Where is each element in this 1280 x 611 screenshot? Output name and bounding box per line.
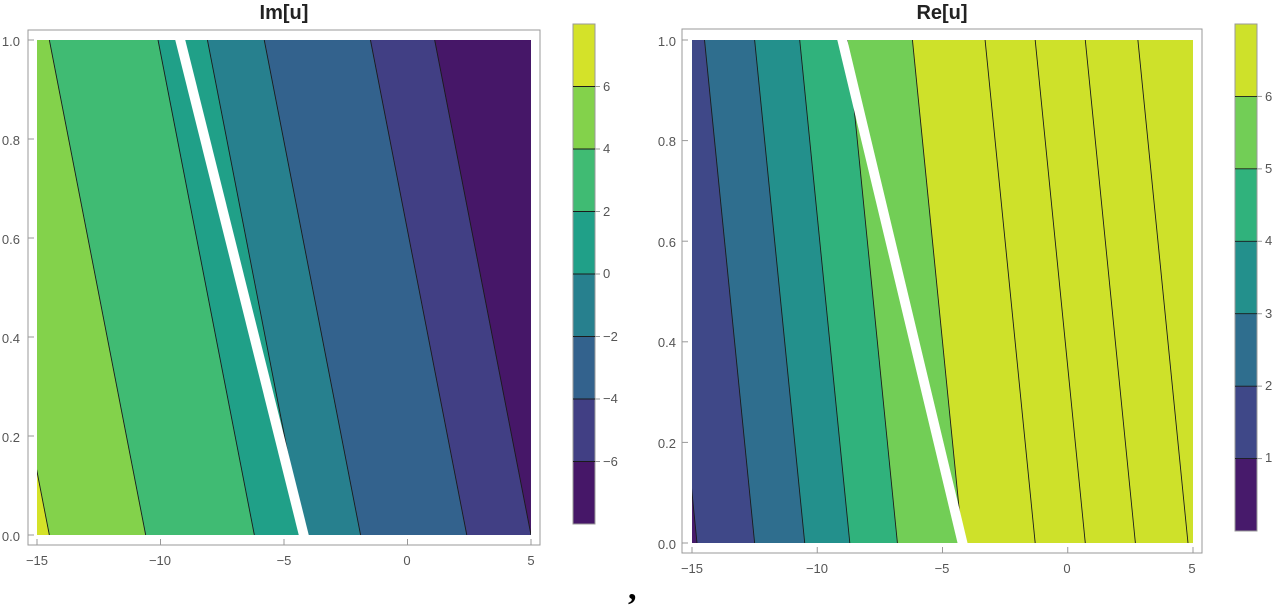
- panel-im-ytick-label: 0.0: [2, 529, 20, 544]
- colorbar-swatch: [573, 399, 595, 462]
- colorbar-im-label: 4: [603, 141, 610, 156]
- panel-im-title: Im[u]: [260, 2, 309, 24]
- colorbar-swatch: [573, 24, 595, 87]
- colorbar-im-label: 2: [603, 204, 610, 219]
- colorbar-im: 6 4 2 0 −2 −4 −6: [572, 23, 618, 525]
- panel-im-ytick-label: 0.4: [2, 331, 20, 346]
- colorbar-swatch: [1235, 24, 1257, 97]
- panel-im-xtick-label: 5: [527, 553, 534, 568]
- panel-im-xtick-label: 0: [403, 553, 410, 568]
- panel-re-xtick-label: 0: [1063, 561, 1070, 576]
- panel-re-ytick-label: 0.8: [658, 134, 676, 149]
- colorbar-swatch: [1235, 313, 1257, 387]
- colorbar-im-label: −6: [603, 454, 618, 469]
- contour-line: [754, 40, 806, 543]
- contour-band: [37, 40, 146, 535]
- panel-re-ytick-label: 0.4: [658, 335, 676, 350]
- contour-band: [692, 40, 755, 543]
- panel-im-xtick-label: −5: [277, 553, 292, 568]
- contour-line: [692, 488, 698, 543]
- panel-re-xtick-label: −15: [681, 561, 703, 576]
- panel-re-ytick-label: 0.6: [658, 235, 676, 250]
- panel-im: Im[u] 0.0 0.2 0.4 0.6 0.8 1.0 −15 −10 −5…: [2, 2, 541, 568]
- colorbar-swatch: [1235, 241, 1257, 314]
- panel-re-branch-cut: [837, 40, 968, 543]
- colorbar-im-label: −4: [603, 391, 618, 406]
- colorbar-re-label: 1: [1265, 450, 1272, 465]
- panel-re-ytick-label: 1.0: [658, 34, 676, 49]
- panel-im-branch-cut: [175, 40, 309, 535]
- contour-line: [263, 40, 362, 535]
- colorbar-re-label: 5: [1265, 161, 1272, 176]
- panel-im-ytick-label: 0.8: [2, 133, 20, 148]
- panel-im-ytick-label: 1.0: [2, 34, 20, 49]
- contour-line: [799, 40, 851, 543]
- colorbar-re-label: 3: [1265, 306, 1272, 321]
- panel-im-ytick-label: 0.2: [2, 430, 20, 445]
- colorbar-swatch: [1235, 168, 1257, 242]
- panel-re-ytick-label: 0.2: [658, 436, 676, 451]
- colorbar-swatch: [1235, 386, 1257, 459]
- colorbar-re-swatches: [1235, 24, 1257, 531]
- contour-line: [846, 40, 898, 543]
- panel-re-title: Re[u]: [916, 2, 967, 24]
- colorbar-re-ticks: [1235, 95, 1262, 460]
- panel-im-xtick-label: −10: [149, 553, 171, 568]
- contour-line: [984, 40, 1036, 543]
- contour-line: [1137, 40, 1189, 543]
- colorbar-swatch: [573, 149, 595, 212]
- contour-line: [1034, 40, 1086, 543]
- colorbar-re-label: 4: [1265, 233, 1272, 248]
- contour-line: [1084, 40, 1136, 543]
- panel-re: Re[u] 0.0 0.2 0.4 0.6 0.8 1.0 −15 −10 −5…: [658, 2, 1203, 576]
- colorbar-im-ticks: [573, 86, 600, 462]
- contour-line: [911, 40, 963, 543]
- panel-im-ytick-label: 0.6: [2, 232, 20, 247]
- contour-line: [370, 40, 468, 535]
- colorbar-swatch: [573, 86, 595, 149]
- panel-re-xtick-label: −5: [935, 561, 950, 576]
- colorbar-swatch: [573, 274, 595, 337]
- colorbar-re-label: 2: [1265, 378, 1272, 393]
- panel-re-axis-ticks: [682, 39, 1194, 553]
- colorbar-im-label: 0: [603, 266, 610, 281]
- panel-im-xtick-label: −15: [26, 553, 48, 568]
- colorbar-im-label: 6: [603, 79, 610, 94]
- caption-comma: ,: [628, 570, 637, 607]
- colorbar-swatch: [1235, 458, 1257, 531]
- contour-line: [704, 40, 756, 543]
- contour-line: [157, 40, 255, 535]
- colorbar-re-frame: [1234, 23, 1258, 532]
- colorbar-swatch: [573, 461, 595, 524]
- panel-re-xtick-label: −10: [806, 561, 828, 576]
- panel-re-ytick-label: 0.0: [658, 537, 676, 552]
- contour-line: [434, 40, 531, 535]
- contour-line: [48, 40, 147, 535]
- colorbar-re-label: 6: [1265, 89, 1272, 104]
- colorbar-re: 1 2 3 4 5 6: [1234, 23, 1272, 532]
- panel-re-xtick-label: 5: [1188, 561, 1195, 576]
- colorbar-swatch: [573, 336, 595, 399]
- colorbar-im-label: −2: [603, 329, 618, 344]
- panel-im-axis-ticks: [28, 39, 532, 545]
- colorbar-swatch: [1235, 96, 1257, 169]
- colorbar-swatch: [573, 211, 595, 274]
- colorbar-im-swatches: [573, 24, 595, 524]
- panel-re-contour-lines: [692, 40, 1189, 543]
